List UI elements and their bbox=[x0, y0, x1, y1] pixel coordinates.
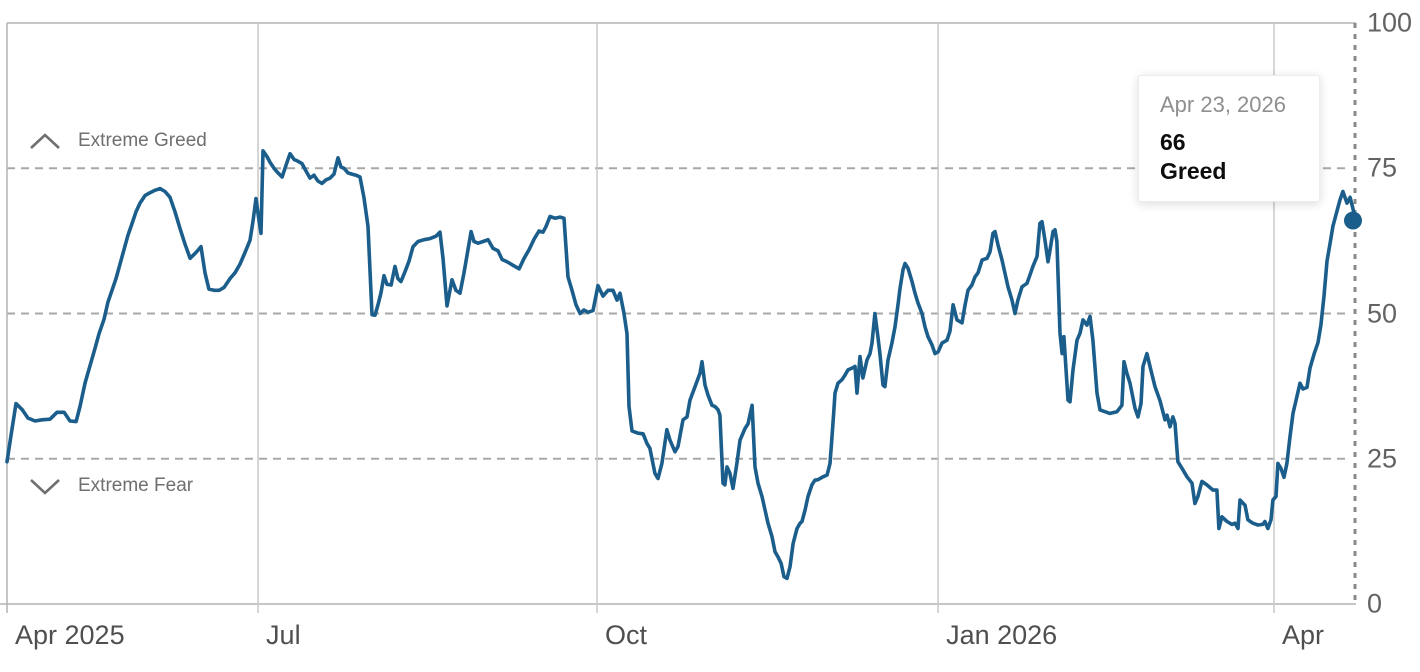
x-tick-label-jan-2026: Jan 2026 bbox=[946, 620, 1058, 650]
chevron-down-icon bbox=[30, 479, 60, 495]
x-tick-label-jul: Jul bbox=[266, 620, 301, 650]
y-tick-label-50: 50 bbox=[1367, 298, 1398, 328]
chevron-up-icon bbox=[30, 133, 60, 149]
extreme-greed-annotation: Extreme Greed bbox=[28, 128, 207, 154]
current-value-dot[interactable] bbox=[1344, 211, 1362, 230]
tooltip-value: 66 bbox=[1160, 128, 1186, 155]
extreme-fear-annotation: Extreme Fear bbox=[28, 473, 193, 499]
index-line bbox=[5, 149, 1358, 581]
tooltip: Apr 23, 2026 66 Greed bbox=[1138, 75, 1320, 203]
x-tick-label-apr: Apr bbox=[1281, 620, 1324, 650]
y-tick-label-100: 100 bbox=[1367, 7, 1413, 38]
extreme-fear-label: Extreme Fear bbox=[78, 475, 194, 496]
x-tick-label-oct: Oct bbox=[605, 620, 648, 650]
tooltip-date: Apr 23, 2026 bbox=[1160, 92, 1286, 117]
tooltip-sentiment-label: Greed bbox=[1160, 158, 1227, 185]
y-tick-label-75: 75 bbox=[1367, 152, 1398, 183]
extreme-greed-label: Extreme Greed bbox=[78, 130, 207, 151]
y-tick-label-0: 0 bbox=[1367, 588, 1383, 619]
x-tick-label-apr-2025: Apr 2025 bbox=[15, 620, 125, 650]
y-tick-label-25: 25 bbox=[1367, 443, 1398, 474]
